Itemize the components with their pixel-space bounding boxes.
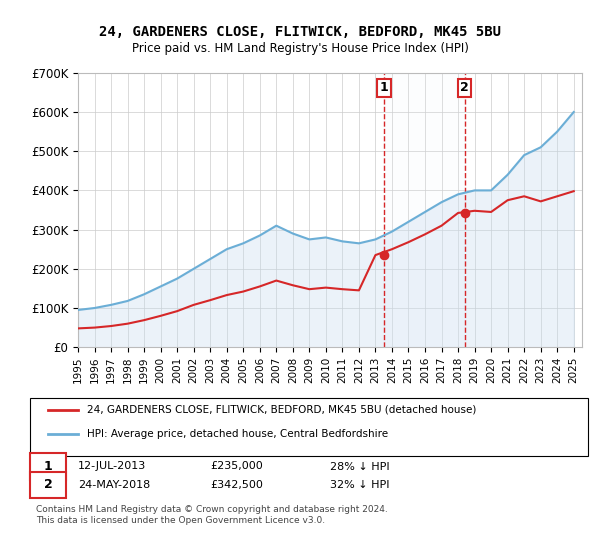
Text: 32% ↓ HPI: 32% ↓ HPI (330, 480, 389, 490)
Text: 24, GARDENERS CLOSE, FLITWICK, BEDFORD, MK45 5BU: 24, GARDENERS CLOSE, FLITWICK, BEDFORD, … (99, 25, 501, 39)
Text: 24, GARDENERS CLOSE, FLITWICK, BEDFORD, MK45 5BU (detached house): 24, GARDENERS CLOSE, FLITWICK, BEDFORD, … (87, 405, 476, 415)
Text: £235,000: £235,000 (210, 461, 263, 472)
Text: 28% ↓ HPI: 28% ↓ HPI (330, 461, 389, 472)
Bar (384, 73, 464, 347)
Text: 24-MAY-2018: 24-MAY-2018 (78, 480, 150, 490)
Text: 2: 2 (44, 478, 52, 492)
Text: £342,500: £342,500 (210, 480, 263, 490)
Text: 1: 1 (44, 460, 52, 473)
Text: Price paid vs. HM Land Registry's House Price Index (HPI): Price paid vs. HM Land Registry's House … (131, 42, 469, 55)
Text: 12-JUL-2013: 12-JUL-2013 (78, 461, 146, 472)
Text: Contains HM Land Registry data © Crown copyright and database right 2024.
This d: Contains HM Land Registry data © Crown c… (36, 505, 388, 525)
Text: HPI: Average price, detached house, Central Bedfordshire: HPI: Average price, detached house, Cent… (87, 429, 388, 439)
Text: 2: 2 (460, 81, 469, 94)
Text: 1: 1 (380, 81, 389, 94)
